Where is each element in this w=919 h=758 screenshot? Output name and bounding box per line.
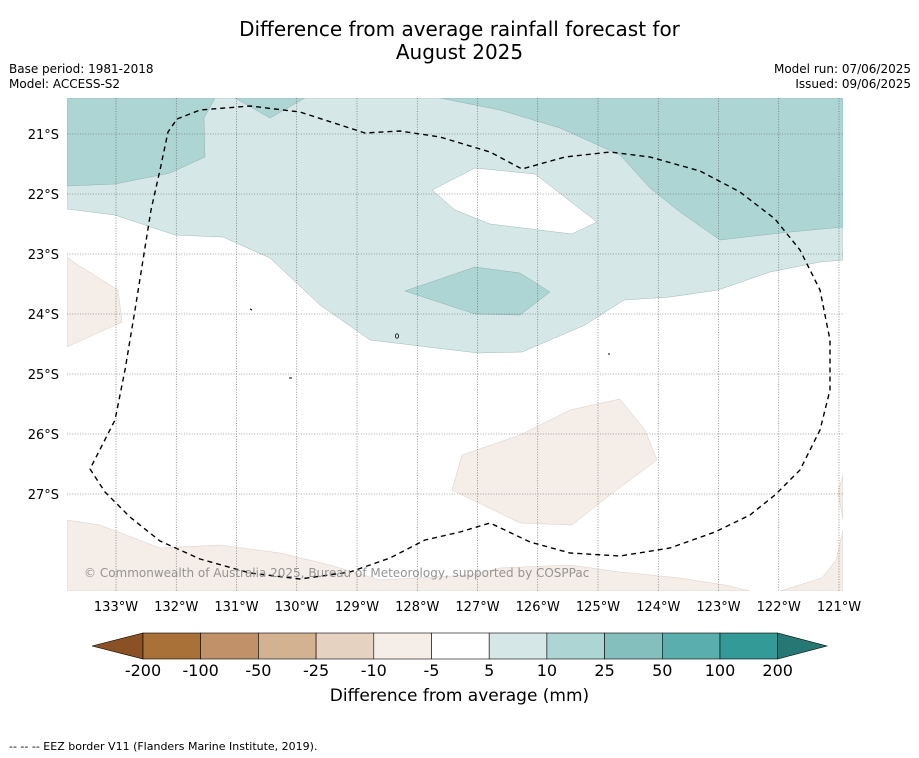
colorbar-tick-label: 10 (537, 661, 557, 680)
colorbar-tick-label: -5 (424, 661, 440, 680)
colorbar-segment (661, 632, 721, 660)
colorbar-segment (200, 632, 259, 660)
colorbar-extend-high (777, 632, 829, 660)
dry-region-left (67, 256, 123, 348)
colorbar-segment (431, 632, 490, 660)
latitude-labels: 21°S 22°S 23°S 24°S 25°S 26°S 27°S (28, 128, 59, 503)
colorbar-tick-label: 100 (705, 661, 736, 680)
longitude-label: 133°W (94, 600, 138, 615)
colorbar-segment (315, 632, 375, 660)
issued-date: Issued: 09/06/2025 (795, 77, 911, 91)
longitude-label: 122°W (757, 600, 801, 615)
model-name: Model: ACCESS-S2 (9, 77, 121, 91)
colorbar-tick-label: -100 (183, 661, 219, 680)
colorbar-tick-label: 25 (594, 661, 614, 680)
colorbar (91, 632, 829, 660)
colorbar-segment (604, 632, 663, 660)
meta-right: Model run: 07/06/2025 Issued: 09/06/2025 (774, 62, 911, 92)
colorbar-tick-label: -25 (303, 661, 329, 680)
colorbar-tick-label: 200 (762, 661, 793, 680)
colorbar-tick-label: 50 (652, 661, 672, 680)
longitude-label: 128°W (395, 600, 439, 615)
dry-region-bottom-right (779, 529, 843, 591)
longitude-label: 131°W (214, 600, 258, 615)
base-period: Base period: 1981-2018 (9, 62, 154, 76)
colorbar-segment (488, 632, 548, 660)
colorbar-title: Difference from average (mm) (329, 686, 590, 706)
colorbar-segment (719, 632, 779, 660)
colorbar-tick-label: -50 (245, 661, 271, 680)
latitude-label: 26°S (28, 428, 59, 443)
longitude-label: 121°W (817, 600, 861, 615)
colorbar-segment (546, 632, 605, 660)
colorbar-ticks: -200 -100 -50 -25 -10 -5 5 10 25 50 100 200 (125, 661, 793, 680)
copyright-notice: © Commonwealth of Australia 2025, Bureau… (84, 566, 589, 580)
dry-region-bottom (67, 519, 751, 591)
longitude-labels: 133°W 132°W 131°W 130°W 129°W 128°W 127°W 126°W… (94, 600, 861, 615)
wet-region-10-25-right (439, 98, 843, 241)
latitude-label: 22°S (28, 188, 59, 203)
title-line-1: Difference from average rainfall forecas… (239, 17, 680, 41)
colorbar-segment (258, 632, 317, 660)
longitude-label: 125°W (576, 600, 620, 615)
meta-left: Base period: 1981-2018 Model: ACCESS-S2 (9, 62, 154, 92)
graticule (67, 98, 843, 591)
longitude-label: 129°W (335, 600, 379, 615)
latitude-label: 27°S (28, 488, 59, 503)
dry-region-center (451, 398, 658, 526)
colorbar-tick-label: -10 (361, 661, 387, 680)
colorbar-segment (373, 632, 432, 660)
latitude-label: 25°S (28, 368, 59, 383)
longitude-label: 123°W (696, 600, 740, 615)
longitude-label: 124°W (636, 600, 680, 615)
latitude-label: 24°S (28, 308, 59, 323)
longitude-label: 130°W (275, 600, 319, 615)
longitude-label: 126°W (516, 600, 560, 615)
longitude-label: 132°W (154, 600, 198, 615)
dry-region-right-edge (837, 474, 843, 521)
latitude-label: 23°S (28, 248, 59, 263)
eez-border (89, 105, 831, 580)
latitude-label: 21°S (28, 128, 59, 143)
eez-legend-note: -- -- -- EEZ border V11 (Flanders Marine… (9, 740, 318, 753)
colorbar-tick-label: -200 (125, 661, 161, 680)
longitude-label: 127°W (455, 600, 499, 615)
colorbar-segment (142, 632, 202, 660)
colorbar-tick-label: 5 (484, 661, 494, 680)
map-title: Difference from average rainfall forecas… (0, 18, 919, 64)
near-average-patch (431, 167, 598, 235)
island-3 (394, 333, 399, 339)
colorbar-extend-low (91, 632, 144, 660)
model-run: Model run: 07/06/2025 (773, 62, 911, 76)
title-line-2: August 2025 (395, 40, 524, 64)
map-panel: © Commonwealth of Australia 2025, Bureau… (67, 98, 843, 591)
wet-region-10-25-left (67, 98, 216, 187)
island-1 (249, 308, 253, 311)
